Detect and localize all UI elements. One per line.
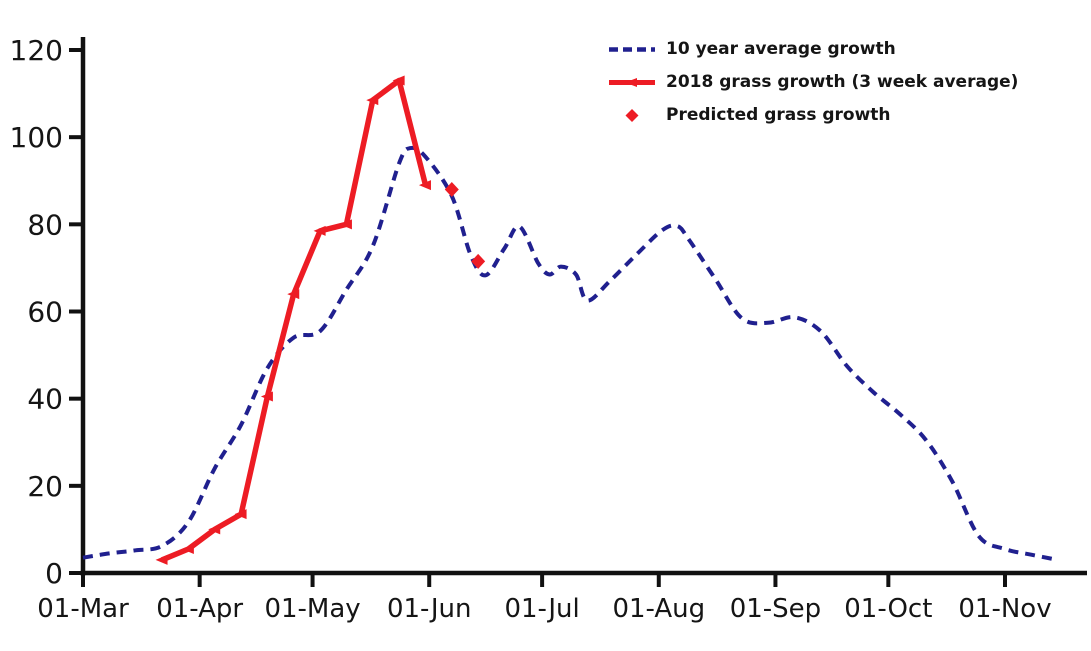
triangle-marker: [208, 524, 221, 535]
x-tick-label: 01-Mar: [37, 594, 129, 624]
y-tick-label: 120: [10, 34, 63, 67]
triangle-marker: [234, 509, 247, 520]
x-tick-label: 01-Nov: [958, 594, 1051, 624]
y-tick-label: 40: [27, 383, 63, 416]
series-10-year-average-growth-line: [82, 145, 1059, 562]
x-tick-label: 01-Sep: [730, 594, 821, 624]
x-tick-label: 01-Jun: [387, 594, 472, 624]
legend-diamond-marker-sample: [625, 109, 639, 122]
triangle-marker: [155, 554, 168, 565]
predicted-diamond-marker: [471, 253, 486, 269]
triangle-marker: [287, 289, 300, 300]
predicted-diamond-marker: [444, 181, 459, 197]
y-tick-label: 0: [45, 557, 63, 590]
legend-label-2018-growth: 2018 grass growth (3 week average): [666, 72, 1019, 92]
triangle-marker: [313, 225, 326, 236]
x-tick-label: 01-May: [264, 594, 360, 624]
triangle-marker: [392, 75, 405, 86]
triangle-marker: [260, 391, 273, 402]
chart-legend: 10 year average growth 2018 grass growth…: [608, 36, 1018, 129]
triangle-marker: [418, 180, 431, 191]
x-tick-label: 01-Apr: [156, 594, 243, 624]
triangle-marker: [181, 544, 194, 555]
legend-label-predicted-growth: Predicted grass growth: [666, 105, 891, 125]
triangle-marker: [366, 95, 379, 106]
triangle-marker: [339, 219, 352, 230]
y-tick-label: 80: [27, 208, 63, 241]
y-tick-label: 100: [10, 121, 63, 154]
y-tick-label: 20: [27, 470, 63, 503]
legend-solid-line-triangle-sample: [609, 78, 655, 87]
series-2018-grass-growth-line: [160, 77, 429, 563]
x-tick-label: 01-Jul: [504, 594, 579, 624]
legend-item-predicted-growth: Predicted grass growth: [608, 102, 1018, 129]
legend-dashed-line-sample: [609, 47, 655, 52]
legend-item-2018-growth: 2018 grass growth (3 week average): [608, 69, 1018, 96]
legend-label-10-year-average: 10 year average growth: [666, 39, 896, 59]
x-tick-label: 01-Oct: [844, 594, 932, 624]
legend-item-10-year-average: 10 year average growth: [608, 36, 1018, 63]
y-tick-label: 60: [27, 296, 63, 329]
x-tick-label: 01-Aug: [612, 594, 705, 624]
